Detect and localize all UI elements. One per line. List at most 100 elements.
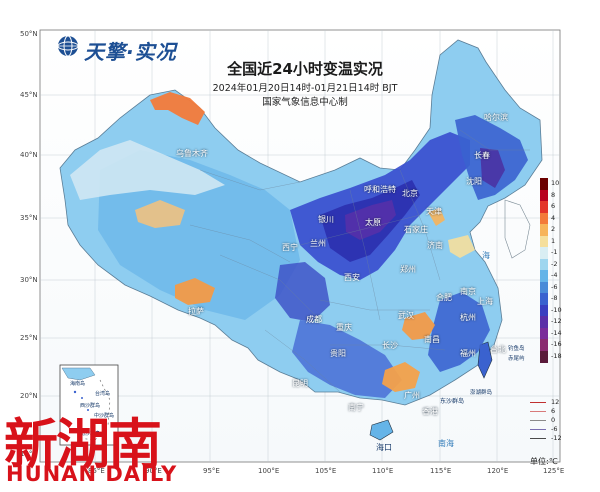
lon-label: 105°E bbox=[315, 467, 337, 475]
city-label: 贵阳 bbox=[330, 349, 346, 358]
legend-value: 10 bbox=[551, 179, 560, 187]
isoline-value: 6 bbox=[551, 407, 556, 415]
map-period: 2024年01月20日14时-01月21日14时 BJT bbox=[212, 83, 398, 94]
taiwan-island bbox=[477, 341, 493, 379]
city-label: 西宁 bbox=[282, 243, 298, 252]
city-label: 重庆 bbox=[336, 323, 352, 332]
legend-value: -6 bbox=[551, 282, 558, 291]
city-label: 福州 bbox=[460, 349, 476, 358]
city-label: 长沙 bbox=[382, 341, 398, 350]
lon-label: 125°E bbox=[543, 467, 565, 475]
island-label: 赤尾屿 bbox=[508, 356, 525, 362]
zone-south bbox=[292, 320, 402, 398]
zone-minus2 bbox=[98, 150, 300, 320]
island-label: 中沙群岛 bbox=[94, 413, 115, 419]
legend-swatch bbox=[540, 178, 548, 190]
legend-swatch bbox=[540, 212, 548, 225]
lon-label: 90°E bbox=[145, 467, 162, 475]
legend-value: -1 bbox=[551, 248, 558, 256]
legend-swatch bbox=[540, 189, 548, 202]
legend-swatch bbox=[540, 270, 548, 282]
zone-northwest bbox=[70, 140, 225, 200]
legend-value: 4 bbox=[551, 213, 556, 222]
legend-swatch bbox=[540, 281, 548, 294]
legend-value: -2 bbox=[551, 259, 558, 268]
legend-value: -18 bbox=[551, 351, 562, 360]
south-sea-label: 南海 bbox=[438, 439, 454, 448]
city-label: 成都 bbox=[306, 315, 322, 324]
isoline-swatch bbox=[530, 411, 546, 412]
city-label: 太原 bbox=[365, 218, 381, 227]
city-label: 石家庄 bbox=[404, 225, 428, 234]
city-label: 海口 bbox=[376, 443, 392, 452]
legend-value: 6 bbox=[551, 202, 556, 210]
city-label: 南昌 bbox=[424, 335, 440, 344]
city-label: 沈阳 bbox=[466, 177, 482, 186]
city-label: 广州 bbox=[404, 391, 420, 400]
globe-logo-icon bbox=[57, 35, 79, 57]
lon-label: 95°E bbox=[203, 467, 220, 475]
legend-swatch bbox=[540, 201, 548, 213]
city-label: 乌鲁木齐 bbox=[176, 149, 208, 158]
legend-value: 1 bbox=[551, 236, 556, 245]
watermark-cn: 新湖南 bbox=[4, 412, 162, 476]
hainan-island bbox=[369, 419, 394, 441]
city-label: 长春 bbox=[474, 151, 490, 160]
city-label: 兰州 bbox=[310, 239, 326, 248]
legend-value: -10 bbox=[551, 305, 562, 314]
zone-northeast-core bbox=[480, 148, 505, 188]
inset-islands bbox=[73, 390, 99, 433]
legend-swatch bbox=[540, 293, 548, 305]
city-label: 上海 bbox=[477, 297, 493, 306]
city-label: 拉萨 bbox=[188, 307, 204, 316]
province-boundaries bbox=[189, 129, 530, 393]
legend-value: 8 bbox=[551, 190, 556, 199]
legend-value: 2 bbox=[551, 225, 556, 233]
sea-label: 海 bbox=[482, 251, 490, 260]
island-label: 海南岛 bbox=[70, 381, 86, 387]
warm-shandong bbox=[448, 235, 475, 258]
legend-swatch bbox=[540, 224, 548, 236]
city-label: 合肥 bbox=[436, 293, 452, 302]
legend-swatch bbox=[540, 339, 548, 351]
legend-swatch bbox=[540, 304, 548, 317]
island-label: 西沙群岛 bbox=[80, 403, 101, 409]
lat-label: 50°N bbox=[20, 30, 38, 38]
isoline-value: 0 bbox=[551, 416, 556, 424]
lat-label: 20°N bbox=[20, 392, 38, 400]
warm-xinjiang-north bbox=[150, 92, 205, 125]
legend-value: -16 bbox=[551, 340, 562, 348]
warm-tibet-west bbox=[175, 278, 215, 305]
lon-label: 115°E bbox=[430, 467, 452, 475]
map-issuer: 国家气象信息中心制 bbox=[262, 97, 348, 108]
zone-sichuan bbox=[275, 262, 330, 322]
city-label: 郑州 bbox=[400, 265, 416, 274]
isoline-swatch bbox=[530, 420, 546, 421]
legend-swatch bbox=[540, 235, 548, 248]
city-label: 哈尔滨 bbox=[484, 113, 508, 122]
isoline-value: 12 bbox=[551, 398, 560, 406]
island-label: 澎湖群岛 bbox=[470, 390, 493, 396]
city-label: 北京 bbox=[402, 189, 418, 198]
city-label: 呼和浩特 bbox=[364, 185, 396, 194]
watermark-en: HUNAN DAILY bbox=[6, 462, 178, 486]
map-title: 全国近24小时变温实况 bbox=[227, 60, 383, 78]
city-label: 台北 bbox=[490, 345, 506, 354]
city-label: 济南 bbox=[427, 241, 443, 250]
lat-label: 45°N bbox=[20, 91, 38, 99]
island-label: 南沙群岛 bbox=[80, 431, 101, 437]
legend-value: -12 bbox=[551, 317, 562, 325]
city-label: 杭州 bbox=[460, 313, 476, 322]
legend-value: -4 bbox=[551, 271, 558, 279]
inset-coast bbox=[61, 367, 96, 381]
city-label: 武汉 bbox=[398, 311, 414, 320]
brand: 天擎·实况 bbox=[84, 36, 177, 65]
legend-swatch bbox=[540, 350, 548, 363]
isoline-value: -12 bbox=[551, 434, 562, 442]
city-label: 南宁 bbox=[348, 403, 364, 412]
isoline-value: -6 bbox=[551, 425, 558, 433]
lat-label: 25°N bbox=[20, 334, 38, 342]
legend-swatch bbox=[540, 316, 548, 328]
island-label: 东沙群岛 bbox=[440, 398, 465, 405]
